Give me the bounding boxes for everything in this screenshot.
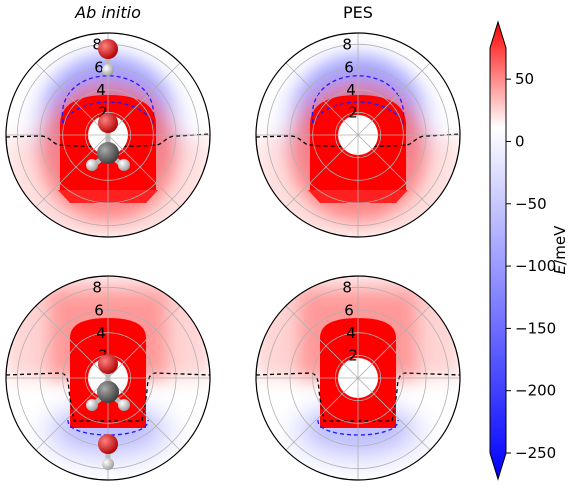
colorbar-tick-label: −150 xyxy=(515,319,556,337)
carbon-atom xyxy=(97,381,119,403)
polar-frame xyxy=(5,32,211,238)
oxygen-atom xyxy=(98,113,118,133)
hydrogen-atom xyxy=(102,64,114,76)
radial-tick-label: 4 xyxy=(346,81,356,99)
contour-minus50 xyxy=(61,75,155,126)
radial-tick-label: 6 xyxy=(94,58,104,76)
polar-panel-2: 2 4 6 8 PES xyxy=(255,3,461,238)
oxygen-atom xyxy=(98,39,118,59)
contour-zero xyxy=(6,133,210,148)
radial-tick-label: 6 xyxy=(94,301,104,319)
polar-grid xyxy=(256,276,460,480)
radial-tick-label: 2 xyxy=(348,103,358,121)
radial-tick-label: 8 xyxy=(342,279,352,297)
colorbar-label: E/meV xyxy=(551,225,569,274)
colorbar-tick-label: −200 xyxy=(515,382,556,400)
radial-tick-label: 4 xyxy=(346,324,356,342)
radial-tick-label: 8 xyxy=(342,36,352,54)
panel-title: Ab initio xyxy=(74,3,141,22)
polar-frame xyxy=(5,275,211,481)
polar-panel-4: 2 4 6 8 xyxy=(255,275,461,481)
polar-frame xyxy=(255,32,461,238)
radial-tick-label: 8 xyxy=(92,36,102,54)
contour-minus50 xyxy=(311,75,405,126)
radial-tick-label: 4 xyxy=(96,324,106,342)
colorbar-body xyxy=(489,20,507,481)
polar-grid xyxy=(256,33,460,237)
hydrogen-atom xyxy=(118,159,130,171)
colorbar-tick-label: −250 xyxy=(515,444,556,462)
colorbar-tick-label: −50 xyxy=(515,195,547,213)
polar-frame xyxy=(255,275,461,481)
hydrogen-atom xyxy=(102,458,114,470)
hydrogen-atom xyxy=(118,399,130,411)
radial-tick-label: 6 xyxy=(344,58,354,76)
radial-tick-label: 2 xyxy=(98,103,108,121)
contour-zero xyxy=(256,133,460,148)
colorbar-tick-label: 50 xyxy=(515,70,534,88)
grid-spoke xyxy=(285,62,431,208)
contour-minus50 xyxy=(317,419,399,436)
contour-minus50 xyxy=(67,419,149,436)
hydrogen-atom xyxy=(86,399,98,411)
carbon-atom xyxy=(97,142,119,164)
polar-panel-1: 2 4 6 8 Ab initio xyxy=(5,3,211,238)
colorbar: 50 0 −50 −100 −150 −200 −250 E/meV xyxy=(489,20,569,481)
oxygen-atom xyxy=(98,434,118,454)
radial-tick-label: 6 xyxy=(344,301,354,319)
grid-spoke xyxy=(285,305,431,451)
radial-tick-label: 8 xyxy=(92,279,102,297)
panel-title: PES xyxy=(343,3,373,22)
oxygen-atom xyxy=(98,354,118,374)
radial-tick-label: 2 xyxy=(348,346,358,364)
hydrogen-atom xyxy=(86,159,98,171)
colorbar-tick-label: −100 xyxy=(515,257,556,275)
colorbar-tick-label: 0 xyxy=(515,132,525,150)
radial-tick-label: 4 xyxy=(96,81,106,99)
